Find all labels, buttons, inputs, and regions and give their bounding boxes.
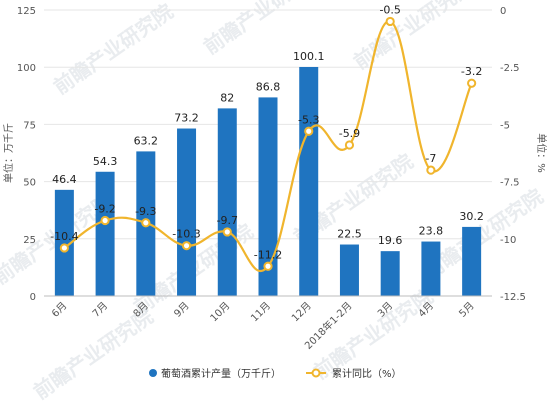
right-axis-tick-label: 0 bbox=[500, 6, 506, 17]
line-series bbox=[59, 16, 477, 272]
bar bbox=[177, 128, 197, 296]
bar-value-label: 82 bbox=[220, 91, 234, 104]
bar-value-label: 19.6 bbox=[378, 234, 403, 247]
line-value-label: -9.7 bbox=[217, 214, 238, 227]
watermark-text: 前瞻产业研究院 bbox=[49, 0, 177, 99]
right-axis-tick-label: -12.5 bbox=[500, 292, 526, 303]
x-axis-tick-label: 6月 bbox=[49, 300, 69, 320]
line-value-label: -3.2 bbox=[461, 65, 482, 78]
left-axis-tick-label: 75 bbox=[23, 120, 36, 131]
bar bbox=[54, 189, 74, 296]
bar bbox=[217, 108, 237, 296]
left-axis-tick-label: 0 bbox=[30, 292, 36, 303]
line-point bbox=[100, 215, 110, 226]
bar-series bbox=[54, 66, 482, 297]
line-point bbox=[222, 227, 232, 237]
bar-value-label: 22.5 bbox=[337, 228, 362, 241]
line-point bbox=[467, 78, 477, 88]
x-axis-tick-label: 11月 bbox=[249, 300, 274, 325]
line-value-label: -9.2 bbox=[94, 202, 115, 215]
bar-value-label: 23.8 bbox=[419, 225, 444, 238]
right-axis-tick-label: -7.5 bbox=[500, 178, 520, 189]
right-axis-tick-label: -5 bbox=[500, 120, 510, 131]
legend-line-label: 累计同比（%） bbox=[332, 367, 402, 380]
bar bbox=[380, 251, 400, 296]
right-axis-title: 单位：% bbox=[535, 133, 548, 173]
line-point bbox=[385, 16, 395, 27]
line-point bbox=[304, 126, 314, 136]
bar-value-label: 54.3 bbox=[93, 155, 118, 168]
legend-line-point bbox=[311, 368, 321, 378]
left-axis-tick-label: 125 bbox=[17, 6, 36, 17]
legend-bar-label: 葡萄酒累计产量（万千斤） bbox=[161, 367, 281, 380]
bar-value-label: 46.4 bbox=[52, 173, 77, 186]
bar bbox=[95, 171, 115, 296]
line-value-label: -7 bbox=[425, 152, 436, 165]
bar bbox=[421, 241, 441, 296]
bar-value-label: 100.1 bbox=[293, 50, 325, 63]
x-axis-tick-label: 7月 bbox=[90, 300, 110, 320]
left-axis-tick-label: 50 bbox=[23, 178, 36, 189]
bar-value-label: 86.8 bbox=[256, 80, 281, 93]
bar bbox=[339, 244, 359, 296]
bar-value-label: 73.2 bbox=[174, 112, 199, 125]
line-value-label: -5.9 bbox=[339, 127, 360, 140]
bar-value-label: 30.2 bbox=[459, 210, 484, 223]
x-axis-tick-label: 9月 bbox=[172, 300, 192, 320]
line-point bbox=[141, 218, 151, 228]
right-axis-tick-label: -2.5 bbox=[500, 63, 520, 74]
x-axis-tick-label: 12月 bbox=[289, 300, 314, 325]
line-value-label: -9.3 bbox=[135, 205, 156, 218]
bar bbox=[462, 226, 482, 296]
bar-value-label: 63.2 bbox=[134, 134, 159, 147]
legend: 葡萄酒累计产量（万千斤） 累计同比（%） bbox=[149, 367, 402, 380]
data-labels: 46.4 54.3 63.2 73.2 82 86.8 100.1 22.5 19.6 23.8 3… bbox=[50, 3, 484, 261]
line-point bbox=[59, 243, 69, 253]
right-axis-tick-label: -10 bbox=[500, 235, 516, 246]
left-axis-title: 单位：万千斤 bbox=[2, 123, 15, 183]
line-value-label: -10.4 bbox=[50, 230, 78, 243]
bar bbox=[258, 97, 278, 296]
watermark-text: 前瞻产业研究院 bbox=[349, 0, 477, 74]
left-axis-tick-label: 100 bbox=[17, 63, 36, 74]
line-point bbox=[344, 140, 355, 150]
line-point bbox=[181, 241, 192, 251]
line-value-label: -11.2 bbox=[254, 248, 282, 261]
line-point bbox=[263, 261, 273, 271]
line-value-label: -10.3 bbox=[172, 228, 200, 241]
bar bbox=[299, 66, 319, 297]
x-axis-tick-label: 5月 bbox=[457, 300, 477, 320]
line-point bbox=[426, 165, 436, 175]
left-axis-tick-label: 25 bbox=[23, 235, 36, 246]
line-value-label: -5.3 bbox=[298, 113, 319, 126]
x-axis-tick-label: 10月 bbox=[208, 300, 233, 325]
line-value-label: -0.5 bbox=[379, 3, 400, 16]
legend-bar-marker bbox=[149, 369, 157, 377]
